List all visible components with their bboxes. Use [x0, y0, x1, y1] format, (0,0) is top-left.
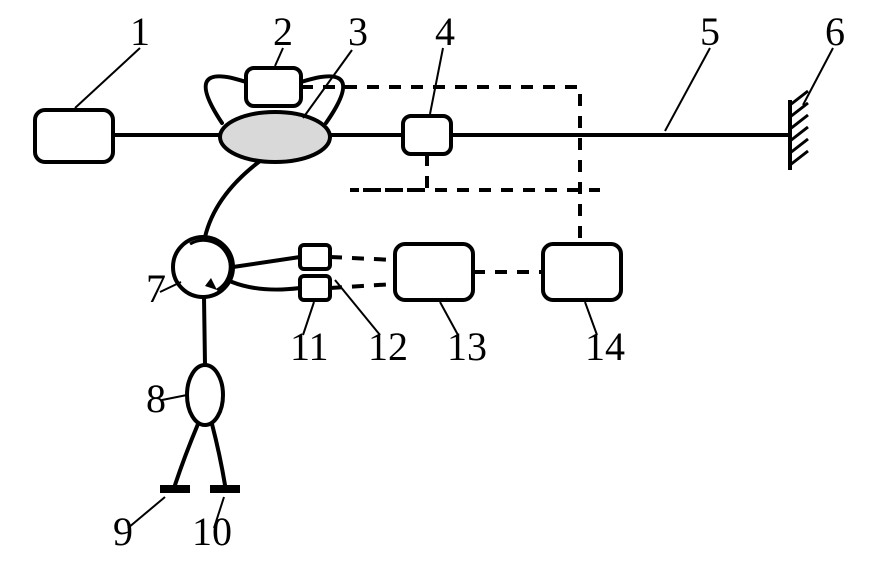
edge-solid: [232, 282, 300, 290]
node-6-hatch: [790, 127, 808, 141]
node-12: [300, 276, 330, 300]
label-7: 7: [146, 266, 166, 311]
node-6-hatch: [790, 115, 808, 129]
label-leader: [128, 497, 165, 528]
label-3: 3: [348, 9, 368, 54]
node-10: [210, 485, 240, 493]
label-leader: [430, 48, 443, 114]
label-4: 4: [435, 9, 455, 54]
node-2: [246, 68, 301, 106]
node-11: [300, 245, 330, 269]
label-8: 8: [146, 376, 166, 421]
label-12: 12: [368, 324, 408, 369]
node-1: [35, 110, 113, 162]
node-9: [160, 485, 190, 493]
label-2: 2: [273, 9, 293, 54]
label-13: 13: [447, 324, 487, 369]
label-leader: [75, 48, 140, 108]
edge-solid: [175, 424, 198, 485]
label-leader: [803, 48, 833, 105]
edge-dashed: [330, 257, 395, 260]
label-14: 14: [585, 324, 625, 369]
label-11: 11: [290, 324, 329, 369]
node-7: [173, 237, 233, 297]
edge-solid: [205, 161, 260, 237]
node-6-hatch: [790, 151, 808, 165]
edge-solid: [204, 297, 205, 365]
edge-dashed: [350, 154, 600, 190]
node-14: [543, 244, 621, 300]
node-8: [187, 365, 223, 425]
node-6-hatch: [790, 91, 808, 105]
label-leader: [665, 48, 710, 131]
node-6-hatch: [790, 103, 808, 117]
node-4: [403, 116, 451, 154]
label-6: 6: [825, 9, 845, 54]
edge-solid: [212, 424, 225, 485]
label-9: 9: [113, 509, 133, 554]
node-3: [220, 112, 330, 162]
label-1: 1: [130, 9, 150, 54]
edge-solid: [233, 257, 300, 267]
label-10: 10: [192, 509, 232, 554]
node-13: [395, 244, 473, 300]
edge-dashed: [301, 87, 580, 244]
label-5: 5: [700, 9, 720, 54]
node-6-hatch: [790, 139, 808, 153]
